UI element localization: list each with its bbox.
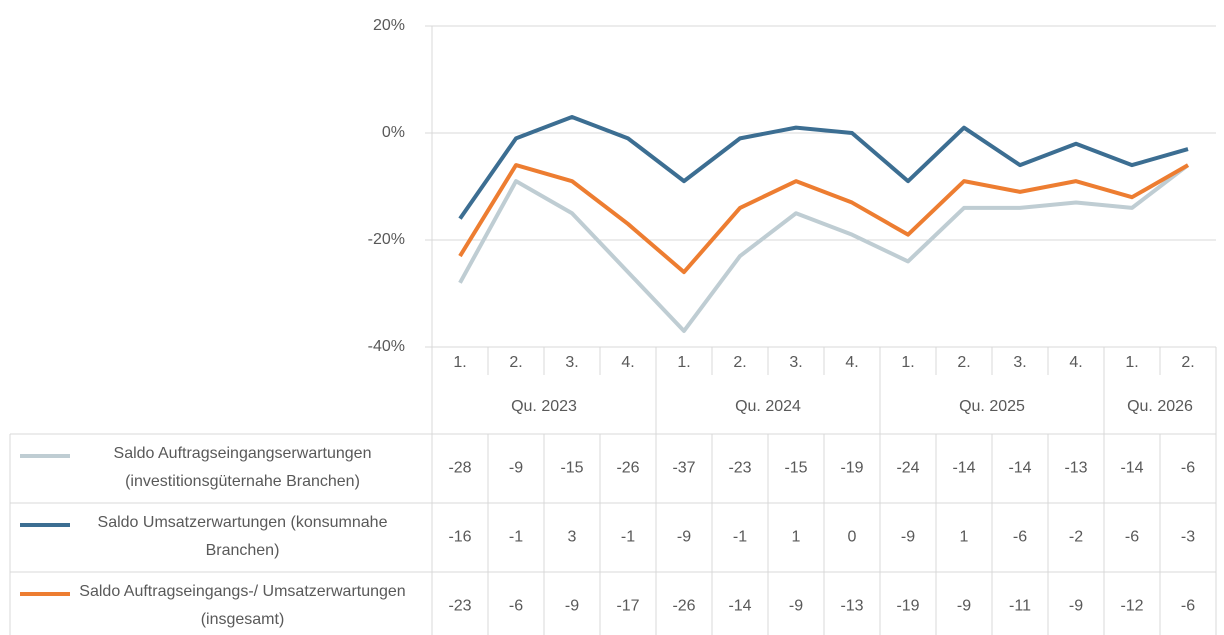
table-value: -9: [677, 529, 691, 546]
table-value: -16: [448, 529, 471, 546]
table-value: -28: [448, 460, 471, 477]
x-tick-label: 4.: [1069, 354, 1082, 371]
group-label: Qu. 2024: [735, 398, 801, 415]
legend-label: Saldo Auftragseingangserwartungen (inves…: [113, 444, 372, 490]
table-value: -9: [901, 529, 915, 546]
x-tick-label: 1.: [901, 354, 914, 371]
table-value: -23: [448, 598, 471, 615]
table-value: -2: [1069, 529, 1083, 546]
table-value: -9: [957, 598, 971, 615]
table-value: -1: [621, 529, 635, 546]
table-value: -13: [1064, 460, 1087, 477]
table-value: -6: [1181, 460, 1195, 477]
table-value: 1: [960, 529, 969, 546]
x-tick-label: 2.: [1181, 354, 1194, 371]
x-tick-label: 3.: [1013, 354, 1026, 371]
series-line: [458, 163, 1189, 275]
table-value: -1: [509, 529, 523, 546]
table-value: -6: [1013, 529, 1027, 546]
series-line: [458, 163, 1190, 333]
table-value: -9: [1069, 598, 1083, 615]
table-value: -14: [1120, 460, 1143, 477]
table-value: -24: [896, 460, 919, 477]
table-value: -9: [789, 598, 803, 615]
table-value: -26: [672, 598, 695, 615]
table-value: -14: [952, 460, 975, 477]
table-value: -15: [560, 460, 583, 477]
legend-label: Saldo Auftragseingangs-/ Umsatzerwartung…: [79, 582, 406, 628]
table-value: -6: [1181, 598, 1195, 615]
x-tick-label: 2.: [733, 354, 746, 371]
x-tick-label: 3.: [789, 354, 802, 371]
table-value: -9: [565, 598, 579, 615]
table-value: 3: [568, 529, 577, 546]
series-line: [458, 114, 1189, 220]
y-tick-label: 0%: [382, 124, 405, 141]
table-value: -26: [616, 460, 639, 477]
group-label: Qu. 2025: [959, 398, 1025, 415]
table-value: 0: [848, 529, 857, 546]
table-value: -19: [840, 460, 863, 477]
group-label: Qu. 2023: [511, 398, 577, 415]
x-tick-label: 3.: [565, 354, 578, 371]
x-tick-label: 2.: [509, 354, 522, 371]
table-value: -1: [733, 529, 747, 546]
x-tick-label: 1.: [453, 354, 466, 371]
y-tick-label: -20%: [368, 231, 405, 248]
table-value: -3: [1181, 529, 1195, 546]
x-tick-label: 4.: [845, 354, 858, 371]
table-value: -15: [784, 460, 807, 477]
table-value: -19: [896, 598, 919, 615]
x-tick-label: 1.: [677, 354, 690, 371]
legend-label: Saldo Umsatzerwartungen (konsumnahe Bran…: [97, 513, 388, 559]
y-tick-label: 20%: [373, 17, 405, 34]
table-value: -6: [1125, 529, 1139, 546]
x-tick-label: 4.: [621, 354, 634, 371]
table-value: -37: [672, 460, 695, 477]
table-value: -17: [616, 598, 639, 615]
table-value: -23: [728, 460, 751, 477]
table-value: -14: [1008, 460, 1031, 477]
group-label: Qu. 2026: [1127, 398, 1193, 415]
table-value: -13: [840, 598, 863, 615]
table-value: 1: [792, 529, 801, 546]
x-tick-label: 1.: [1125, 354, 1138, 371]
table-value: -11: [1009, 598, 1031, 615]
table-value: -9: [509, 460, 523, 477]
table-value: -14: [728, 598, 751, 615]
table-value: -6: [509, 598, 523, 615]
table-value: -12: [1120, 598, 1143, 615]
x-tick-label: 2.: [957, 354, 970, 371]
y-tick-label: -40%: [368, 338, 405, 355]
